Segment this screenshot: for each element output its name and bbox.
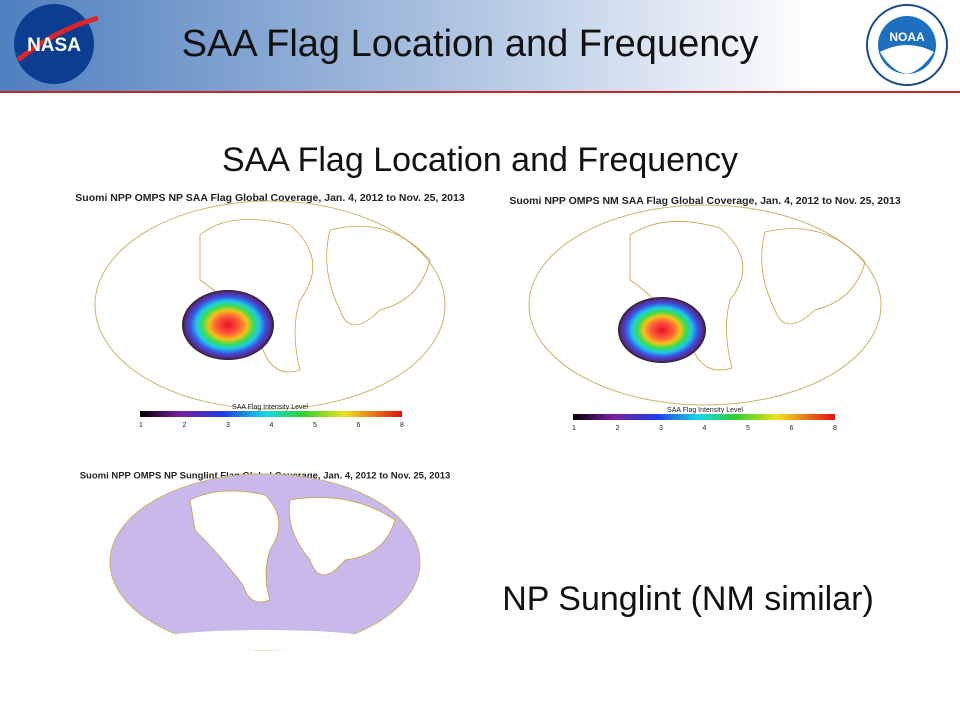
colorbar-tick-label: 4: [703, 425, 707, 432]
colorbar: [573, 414, 835, 420]
panel-title: Suomi NPP OMPS NM SAA Flag Global Covera…: [509, 195, 901, 207]
slide-subtitle: SAA Flag Location and Frequency: [222, 141, 738, 179]
colorbar-tick-label: 3: [659, 425, 663, 432]
colorbar-tick-label: 6: [790, 425, 794, 432]
slide-caption: NP Sunglint (NM similar): [502, 580, 874, 618]
header-title: SAA Flag Location and Frequency: [182, 23, 759, 65]
colorbar-tick-label: 3: [226, 422, 230, 429]
colorbar-tick-label: 5: [313, 422, 317, 429]
panel-title: Suomi NPP OMPS NP SAA Flag Global Covera…: [75, 192, 465, 204]
colorbar-tick-label: 6: [357, 422, 361, 429]
map: [94, 200, 446, 410]
colorbar-tick-label: 1: [139, 422, 143, 429]
header-band: [0, 0, 960, 92]
colorbar-label: SAA Flag Intensity Level: [667, 407, 743, 414]
noaa-text: NOAA: [889, 30, 925, 44]
colorbar-tick-label: 8: [400, 422, 404, 429]
colorbar-ticks: 1 2 3 4 5 6 8: [139, 422, 404, 429]
colorbar-tick-label: 2: [616, 425, 620, 432]
nasa-logo: NASA: [14, 4, 99, 84]
noaa-logo: NOAA: [866, 4, 948, 86]
colorbar-tick-label: 1: [572, 425, 576, 432]
colorbar-tick-label: 4: [270, 422, 274, 429]
map: [109, 473, 421, 651]
colorbar: [140, 411, 402, 417]
colorbar-tick-label: 8: [833, 425, 837, 432]
colorbar-tick-label: 2: [183, 422, 187, 429]
colorbar-ticks: 1 2 3 4 5 6 8: [572, 425, 837, 432]
nasa-text: NASA: [27, 35, 81, 56]
map: [528, 204, 882, 406]
colorbar-tick-label: 5: [746, 425, 750, 432]
colorbar-label: SAA Flag Intensity Level: [232, 404, 308, 411]
